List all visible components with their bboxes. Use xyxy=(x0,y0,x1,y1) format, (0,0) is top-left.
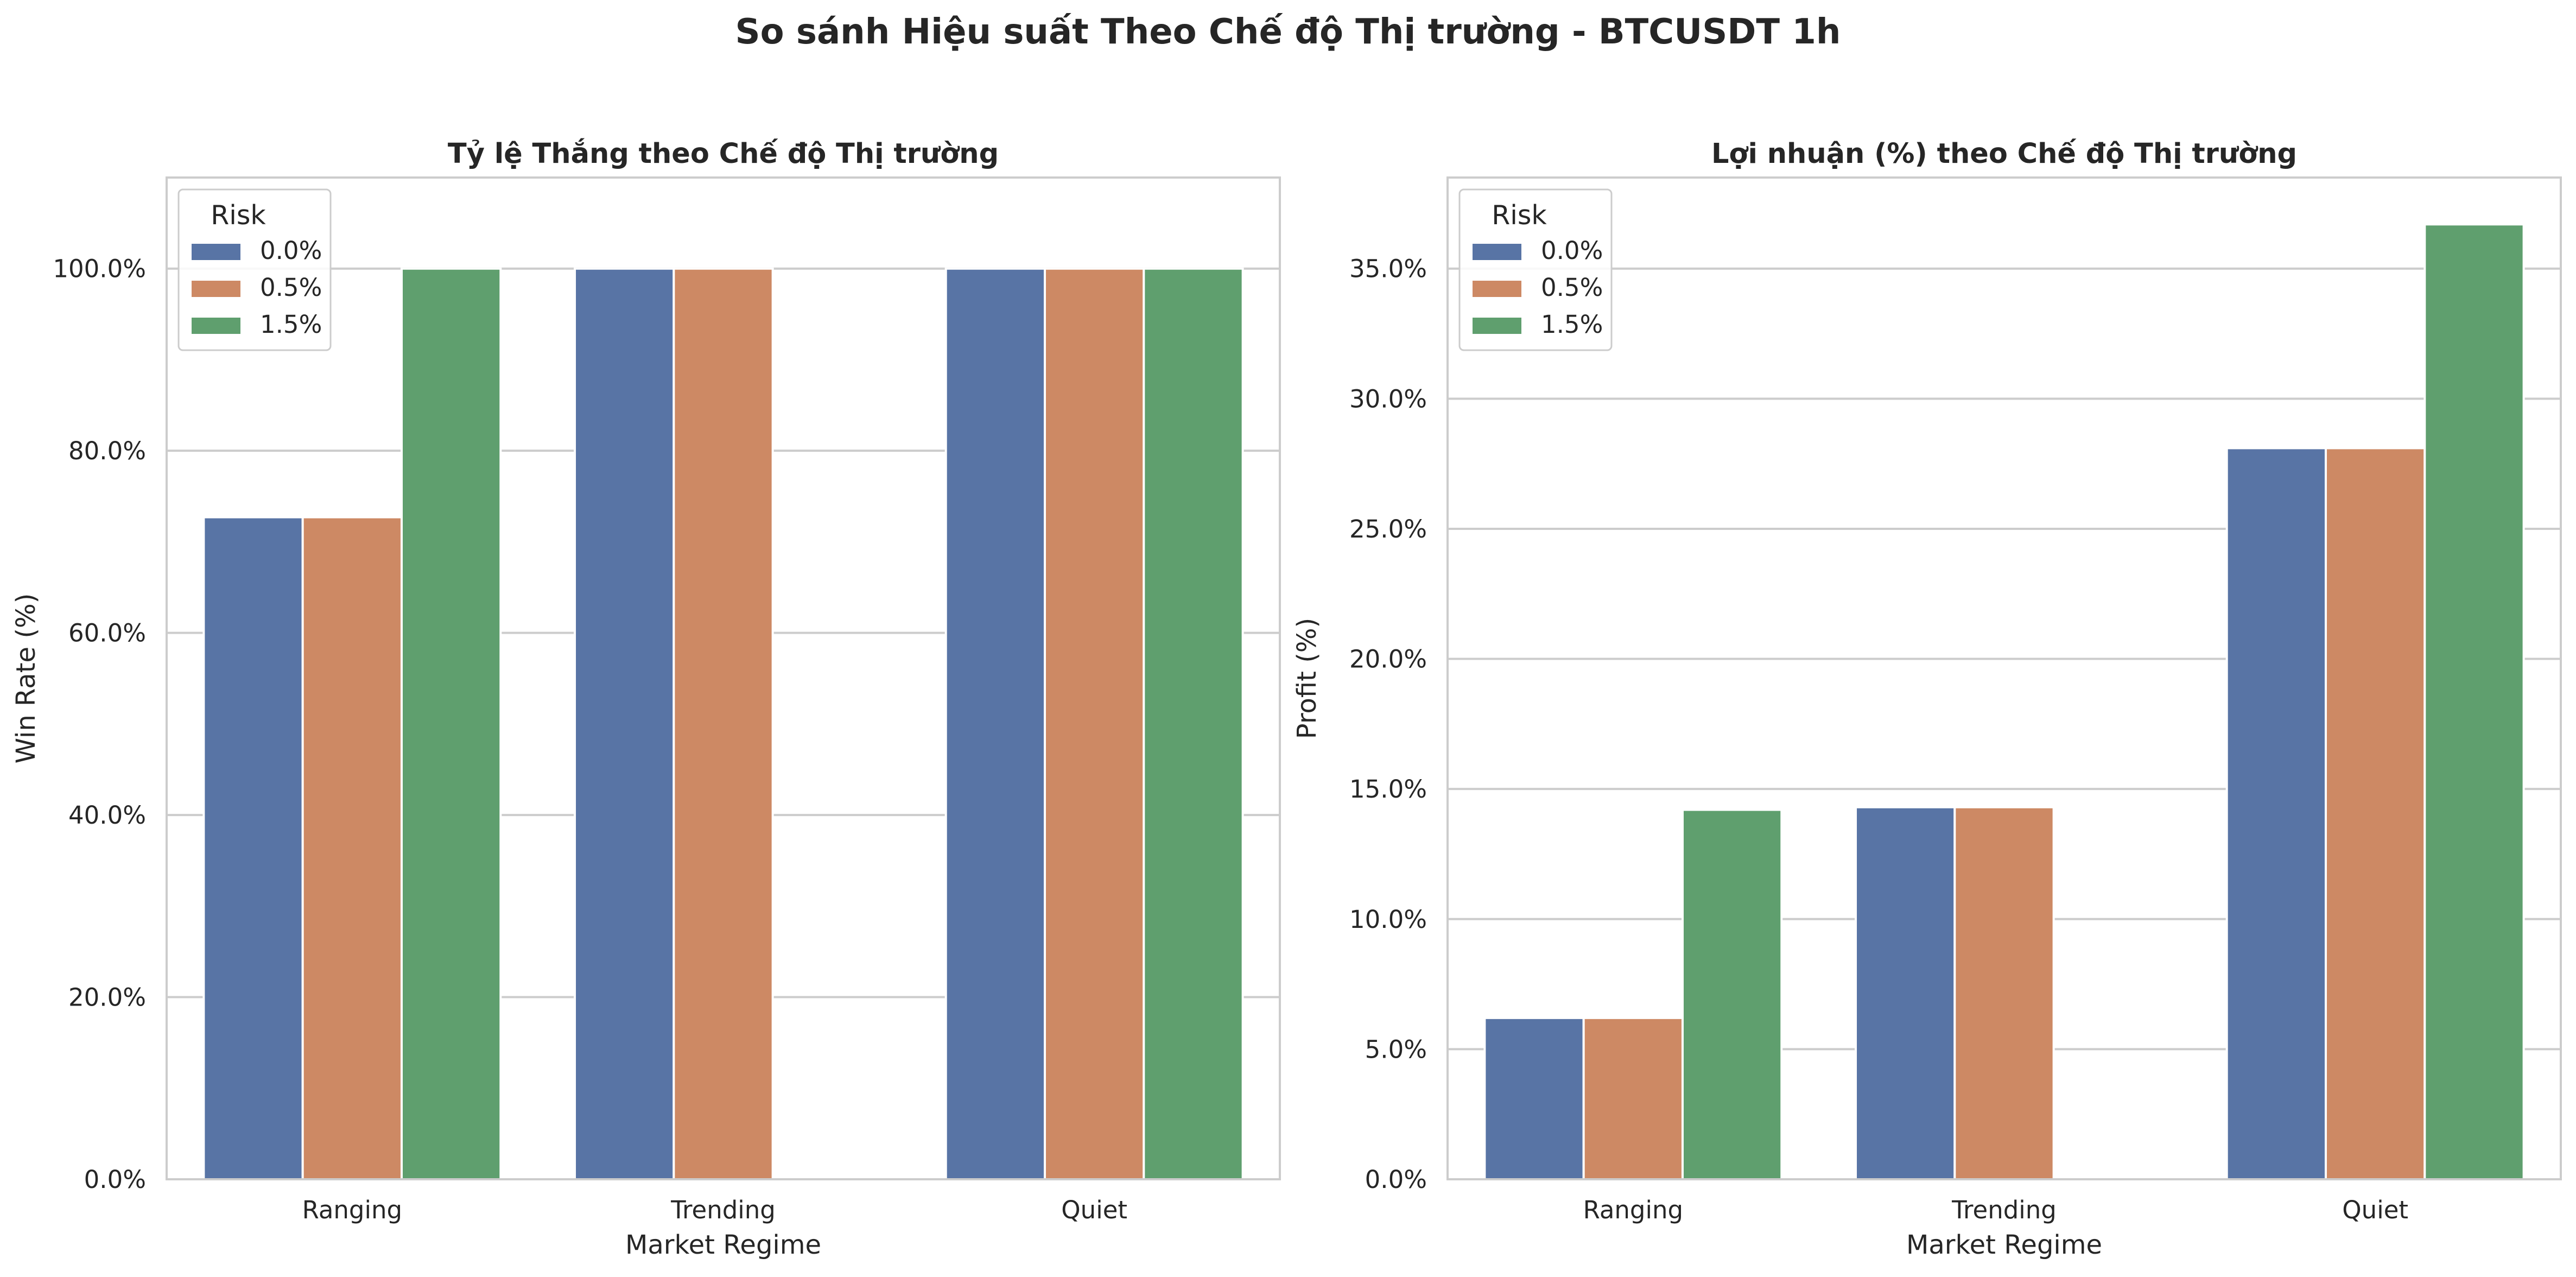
y-tick-label: 25.0% xyxy=(1349,515,1427,543)
legend-label: 0.5% xyxy=(260,273,322,302)
bar-quiet-risk-0-5 xyxy=(1044,267,1145,1180)
y-axis-label: Profit (%) xyxy=(1292,618,1322,739)
axes-frame xyxy=(166,176,1281,1180)
legend-title: Risk xyxy=(211,200,266,231)
y-tick-label: 35.0% xyxy=(1349,255,1427,283)
y-tick-label: 10.0% xyxy=(1349,905,1427,934)
legend-swatch xyxy=(1473,318,1521,334)
x-tick-label: Ranging xyxy=(302,1196,403,1224)
x-tick-label: Quiet xyxy=(2342,1196,2408,1224)
legend-label: 0.0% xyxy=(260,236,322,265)
figure-suptitle: So sánh Hiệu suất Theo Chế độ Thị trường… xyxy=(735,12,1841,52)
y-tick-label: 100.0% xyxy=(53,255,146,283)
y-tick-label: 0.0% xyxy=(1365,1165,1427,1194)
bar-quiet-risk-0-0 xyxy=(944,267,1046,1180)
y-tick-label: 60.0% xyxy=(68,619,146,648)
legend-label: 0.0% xyxy=(1541,236,1603,265)
legend xyxy=(177,188,332,351)
bar-quiet-risk-1-5 xyxy=(2423,223,2525,1180)
bar-ranging-risk-0-5 xyxy=(301,516,403,1181)
bar-ranging-risk-1-5 xyxy=(1681,808,1783,1180)
x-tick-label: Quiet xyxy=(1061,1196,1127,1224)
y-tick-label: 20.0% xyxy=(1349,645,1427,674)
bar-trending-risk-0-0 xyxy=(574,267,675,1180)
y-tick-label: 80.0% xyxy=(68,437,146,465)
x-tick-label: Ranging xyxy=(1583,1196,1684,1224)
bar-ranging-risk-0-5 xyxy=(1582,1016,1684,1180)
y-tick-label: 0.0% xyxy=(84,1165,146,1194)
win-rate-chart: 0.0% 20.0% 40.0% 60.0% 80.0% 100.0% Ranging Tre… xyxy=(11,137,1281,1260)
legend-label: 0.5% xyxy=(1541,273,1603,302)
legend-title: Risk xyxy=(1492,200,1547,231)
legend-swatch xyxy=(192,244,240,260)
legend-swatch xyxy=(1473,281,1521,297)
bar-quiet-risk-1-5 xyxy=(1143,267,1244,1180)
axes-frame xyxy=(1446,176,2562,1180)
legend xyxy=(1458,188,1613,351)
y-tick-label: 20.0% xyxy=(68,983,146,1012)
bar-trending-risk-0-5 xyxy=(1953,806,2055,1180)
legend-swatch xyxy=(192,281,240,297)
legend-swatch xyxy=(192,318,240,334)
x-axis-label: Market Regime xyxy=(1906,1230,2102,1260)
legend-label: 1.5% xyxy=(260,310,322,339)
legend-label: 1.5% xyxy=(1541,310,1603,339)
bar-ranging-risk-0-0 xyxy=(202,516,304,1181)
y-tick-label: 40.0% xyxy=(68,801,146,830)
bar-trending-risk-0-0 xyxy=(1855,806,1956,1180)
bar-ranging-risk-1-5 xyxy=(400,267,502,1180)
legend-swatch xyxy=(1473,244,1521,260)
x-axis-label: Market Regime xyxy=(625,1230,821,1260)
chart-title: Lợi nhuận (%) theo Chế độ Thị trường xyxy=(1711,138,2297,170)
profit-chart: 0.0% 5.0% 10.0% 15.0% 20.0% 25.0% 30.0% 35.0% Ra… xyxy=(1292,138,2562,1260)
y-tick-label: 5.0% xyxy=(1365,1035,1427,1064)
bar-ranging-risk-0-0 xyxy=(1483,1016,1585,1180)
y-axis-label: Win Rate (%) xyxy=(11,593,41,764)
chart-title: Tỷ lệ Thắng theo Chế độ Thị trường xyxy=(448,137,999,170)
y-tick-label: 30.0% xyxy=(1349,384,1427,413)
y-tick-label: 15.0% xyxy=(1349,775,1427,804)
bar-quiet-risk-0-0 xyxy=(2225,447,2327,1180)
x-tick-label: Trending xyxy=(670,1196,776,1224)
x-tick-label: Trending xyxy=(1951,1196,2057,1224)
bar-quiet-risk-0-5 xyxy=(2325,447,2426,1180)
bar-trending-risk-0-5 xyxy=(672,267,774,1180)
